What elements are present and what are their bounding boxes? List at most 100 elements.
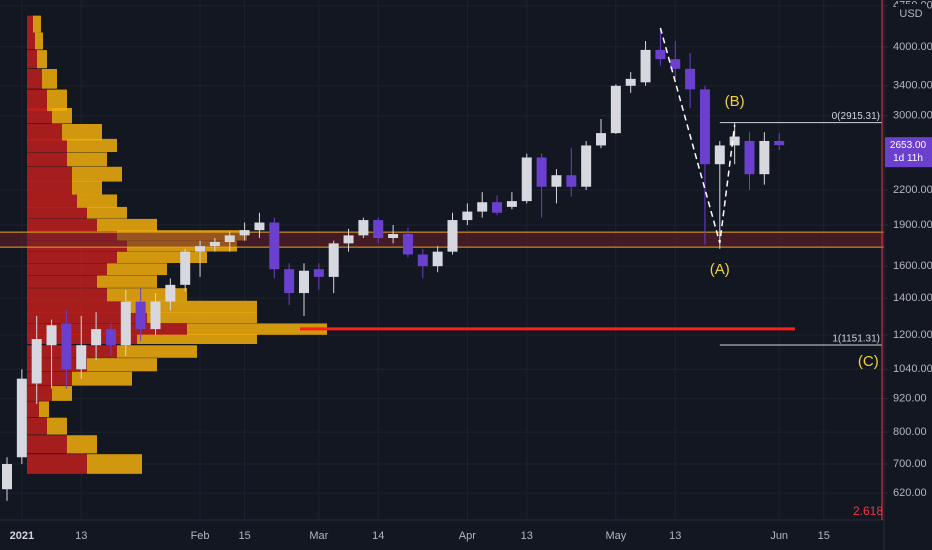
candle-body	[774, 140, 785, 146]
wave-label: (C)	[858, 353, 879, 370]
candle-body	[343, 235, 354, 244]
candle-body	[506, 201, 517, 207]
profile-value-area	[27, 180, 72, 195]
profile-outside	[47, 89, 67, 112]
profile-outside	[72, 180, 102, 195]
candle-body	[417, 254, 428, 267]
y-tick-label: 3400.00	[893, 80, 932, 92]
y-tick-label: 1040.00	[893, 363, 932, 375]
candle-body	[46, 325, 57, 346]
candle-body	[625, 78, 636, 86]
profile-outside	[39, 401, 49, 418]
currency-box	[896, 4, 926, 24]
x-tick-label: Feb	[191, 530, 210, 542]
x-tick-label: 13	[669, 530, 681, 542]
profile-value-area	[27, 386, 52, 401]
candle-body	[685, 68, 696, 90]
profile-outside	[52, 108, 72, 124]
profile-outside	[62, 124, 102, 141]
x-tick-label: May	[605, 530, 626, 542]
candle-body	[462, 211, 473, 221]
profile-value-area	[27, 345, 117, 358]
candle-body	[521, 157, 532, 202]
y-tick-label: 620.00	[893, 487, 927, 499]
y-tick-label: 1200.00	[893, 329, 932, 341]
y-tick-label: 1600.00	[893, 260, 932, 272]
profile-outside	[42, 69, 57, 89]
profile-value-area	[27, 251, 117, 264]
profile-value-area	[27, 69, 42, 89]
profile-value-area	[27, 401, 39, 418]
candle-body	[61, 323, 72, 370]
y-tick-label: 2200.00	[893, 184, 932, 196]
candle-body	[299, 270, 309, 294]
candle-body	[373, 220, 384, 238]
profile-outside	[87, 454, 142, 474]
candle-body	[477, 202, 488, 212]
profile-value-area	[27, 218, 97, 232]
y-tick-label: 700.00	[893, 458, 927, 470]
fib-label: 0(2915.31)	[832, 111, 880, 122]
x-tick-label: Mar	[309, 530, 328, 542]
candle-body	[699, 89, 710, 165]
candle-body	[655, 49, 666, 60]
profile-outside	[52, 386, 72, 401]
profile-value-area	[27, 89, 47, 112]
profile-value-area	[27, 417, 47, 435]
candle-body	[254, 222, 265, 231]
zone	[0, 232, 884, 248]
profile-value-area	[27, 166, 72, 182]
candle-body	[224, 235, 235, 243]
profile-outside	[72, 166, 122, 182]
candle-body	[239, 230, 250, 236]
profile-outside	[47, 417, 67, 435]
profile-outside	[97, 218, 157, 232]
profile-outside	[187, 323, 327, 335]
profile-outside	[127, 300, 257, 313]
profile-outside	[67, 435, 97, 454]
countdown: 1d 11h	[893, 153, 923, 164]
profile-value-area	[27, 206, 87, 219]
y-tick-label: 920.00	[893, 393, 927, 405]
profile-value-area	[27, 275, 97, 288]
candle-body	[180, 251, 191, 285]
candle-body	[269, 222, 280, 270]
candle-body	[551, 175, 562, 187]
profile-outside	[67, 152, 107, 167]
candle-body	[402, 234, 413, 255]
candle-body	[566, 175, 577, 187]
candle-body	[640, 49, 651, 83]
profile-value-area	[27, 334, 137, 345]
wave-path	[659, 27, 736, 244]
profile-outside	[35, 32, 43, 50]
y-tick-label: 1900.00	[893, 219, 932, 231]
profile-value-area	[27, 358, 87, 372]
candle-body	[135, 301, 146, 330]
last-price-label: 2653.00	[890, 140, 927, 151]
candle-body	[313, 269, 324, 277]
candle-body	[447, 220, 458, 252]
profile-outside	[77, 194, 117, 208]
candle-body	[729, 136, 740, 146]
candle-body	[284, 269, 295, 294]
candle-body	[209, 242, 220, 247]
fib-label: 1(1151.31)	[832, 334, 880, 345]
candle-body	[596, 133, 606, 146]
candle-body	[670, 59, 681, 69]
y-tick-label: 4000.00	[893, 41, 932, 53]
profile-value-area	[27, 138, 67, 153]
y-tick-label: 3000.00	[893, 110, 932, 122]
profile-outside	[33, 15, 41, 33]
x-tick-label: 14	[372, 530, 384, 542]
y-tick-label: 1400.00	[893, 292, 932, 304]
candle-body	[581, 145, 592, 187]
candle-body	[536, 157, 547, 187]
candle-body	[492, 202, 503, 213]
candle-body	[759, 140, 770, 175]
candle-body	[610, 85, 621, 134]
x-tick-label: 13	[521, 530, 533, 542]
profile-outside	[137, 334, 257, 345]
x-tick-label: Apr	[459, 530, 476, 542]
profile-value-area	[27, 32, 35, 50]
